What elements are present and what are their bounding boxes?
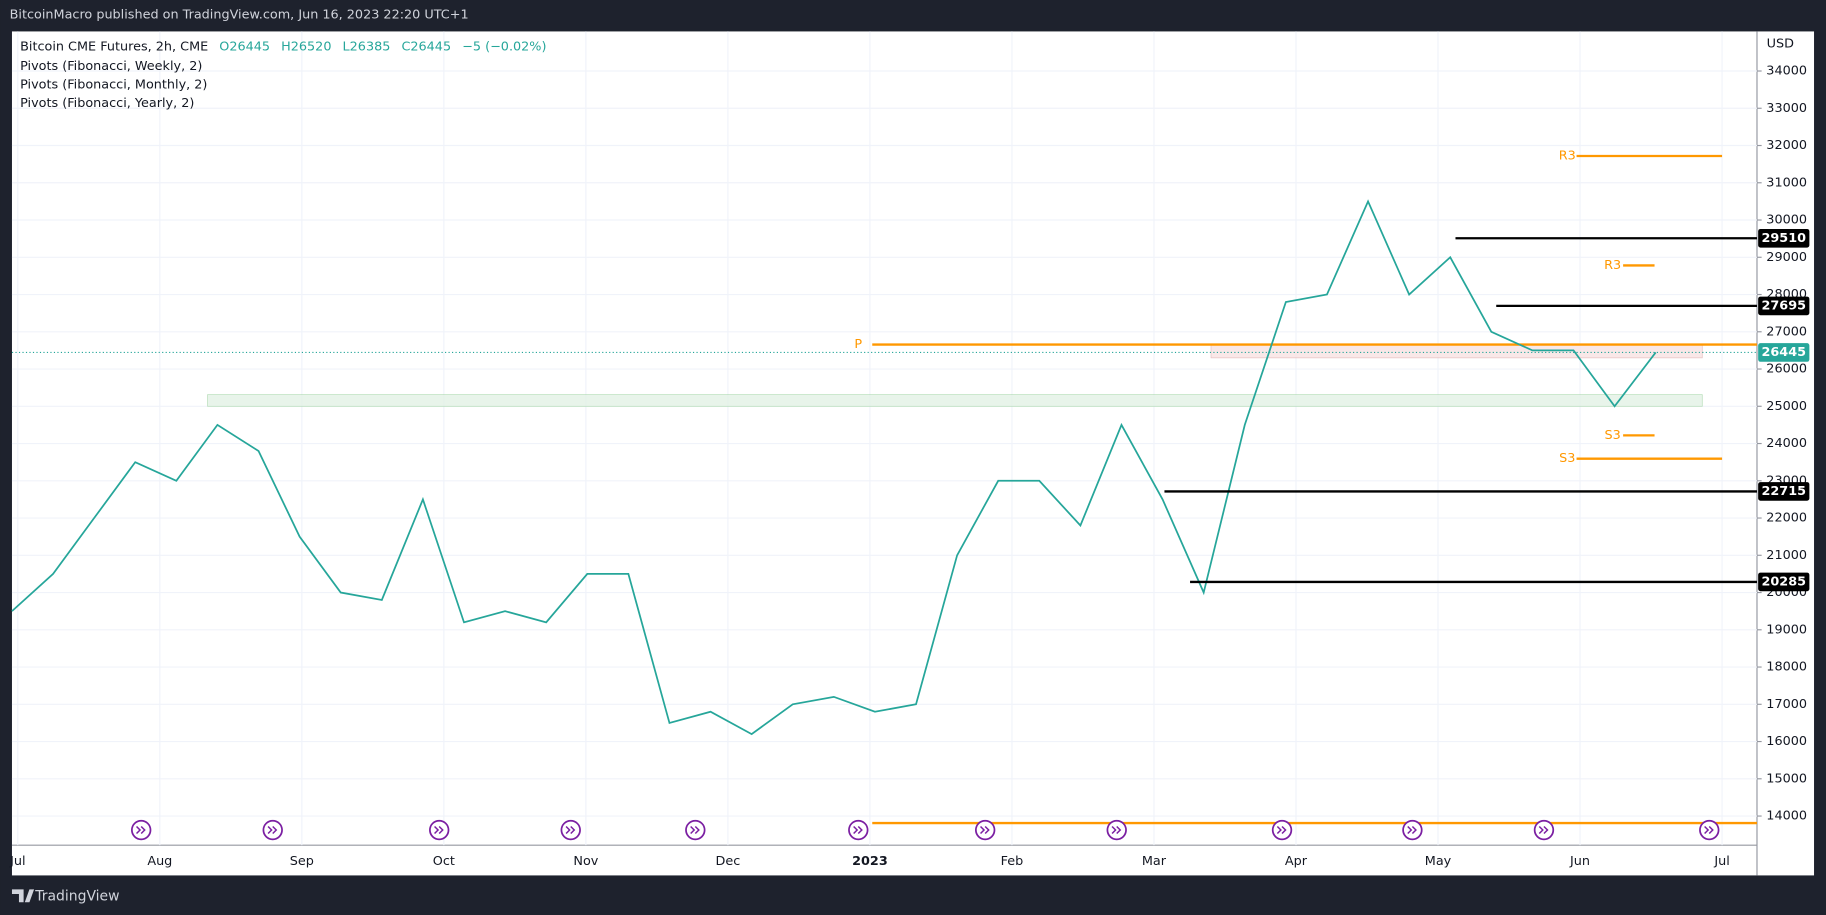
currency: USD bbox=[1767, 37, 1794, 52]
event-arrow bbox=[1704, 825, 1714, 835]
level-tag bbox=[1758, 228, 1810, 248]
y-tick-label: 16000 bbox=[1766, 734, 1807, 749]
close: C26445 bbox=[401, 39, 451, 54]
event-arrow bbox=[1276, 825, 1287, 835]
event-arrow bbox=[979, 825, 990, 835]
event-icon bbox=[1699, 819, 1720, 841]
y-tick-label: 14000 bbox=[1766, 809, 1807, 824]
event-icon bbox=[1106, 819, 1127, 841]
event-arrow bbox=[434, 825, 444, 835]
y-tick-label: 15000 bbox=[1766, 771, 1807, 786]
high: H26520 bbox=[281, 39, 331, 54]
event-icon bbox=[974, 819, 996, 841]
event-arrow bbox=[1111, 825, 1122, 835]
y-tick-label: 30000 bbox=[1766, 213, 1807, 228]
pivot-label: S3 bbox=[1605, 428, 1621, 443]
x-tick-label: Sep bbox=[290, 854, 314, 869]
brand: TradingView bbox=[34, 888, 119, 904]
y-tick-label: 26000 bbox=[1766, 362, 1807, 377]
x-tick-label: Dec bbox=[716, 854, 741, 869]
x-tick-label: Mar bbox=[1142, 854, 1167, 869]
event-icon bbox=[1533, 819, 1555, 841]
y-tick-label: 24000 bbox=[1766, 436, 1807, 451]
event-arrow bbox=[1407, 825, 1417, 835]
level-tag bbox=[1758, 296, 1810, 316]
y-tick-label: 33000 bbox=[1766, 101, 1807, 116]
price-line bbox=[11, 199, 1657, 736]
level-label: 27695 bbox=[1761, 298, 1806, 313]
y-tick-label: 29000 bbox=[1766, 250, 1807, 265]
indicator-label: Pivots (Fibonacci, Weekly, 2) bbox=[20, 59, 202, 74]
chart-pane bbox=[11, 31, 1815, 876]
y-tick-label: 31000 bbox=[1766, 175, 1807, 190]
x-tick-label: 2023 bbox=[852, 854, 888, 869]
event-arrow bbox=[853, 825, 863, 835]
pivot-label: R3 bbox=[1559, 148, 1576, 163]
indicator-label: Pivots (Fibonacci, Yearly, 2) bbox=[20, 96, 194, 111]
y-tick-label: 22000 bbox=[1766, 511, 1807, 526]
x-tick-label: Jul bbox=[9, 854, 25, 869]
legend-line: Bitcoin CME Futures, 2h, CME O26445 H265… bbox=[20, 39, 546, 54]
y-tick-label: 32000 bbox=[1766, 138, 1807, 153]
event-icon bbox=[1271, 819, 1293, 841]
y-tick-label: 19000 bbox=[1766, 622, 1807, 637]
x-tick-label: Jul bbox=[1713, 854, 1729, 869]
open: O26445 bbox=[219, 39, 270, 54]
event-icon bbox=[685, 819, 706, 841]
event-icon bbox=[1402, 819, 1423, 841]
symbol: Bitcoin CME Futures, 2h, CME bbox=[20, 39, 208, 54]
brand-logo bbox=[11, 889, 35, 903]
zone bbox=[1210, 344, 1703, 359]
x-tick-label: Aug bbox=[147, 854, 172, 869]
x-tick-label: Oct bbox=[433, 854, 455, 869]
event-icon bbox=[560, 819, 581, 841]
pivot-label: P bbox=[854, 337, 862, 352]
published-line: BitcoinMacro published on TradingView.co… bbox=[10, 8, 469, 23]
event-arrow bbox=[267, 825, 278, 835]
event-icon bbox=[429, 819, 450, 841]
x-tick-label: May bbox=[1425, 854, 1452, 869]
event-arrow bbox=[135, 825, 146, 835]
event-icon bbox=[848, 819, 869, 841]
level-tag bbox=[1758, 482, 1810, 501]
y-tick-label: 34000 bbox=[1766, 64, 1807, 79]
event-arrow bbox=[565, 825, 576, 835]
x-tick-label: Apr bbox=[1285, 854, 1308, 869]
y-tick-label: 27000 bbox=[1766, 324, 1807, 339]
y-tick-label: 17000 bbox=[1766, 697, 1807, 712]
level-tag bbox=[1758, 572, 1810, 592]
y-tick-label: 18000 bbox=[1766, 660, 1807, 675]
level-label: 29510 bbox=[1761, 231, 1806, 246]
level-label: 22715 bbox=[1761, 484, 1806, 499]
event-icon bbox=[131, 819, 152, 841]
low: L26385 bbox=[343, 39, 391, 54]
x-tick-label: Jun bbox=[1569, 854, 1590, 869]
change: −5 (−0.02%) bbox=[462, 39, 546, 54]
x-tick-label: Nov bbox=[573, 854, 598, 869]
event-arrow bbox=[1538, 825, 1549, 835]
event-arrow bbox=[690, 825, 700, 835]
event-icon bbox=[262, 819, 283, 841]
pivot-label: S3 bbox=[1559, 451, 1575, 466]
zone bbox=[207, 394, 1703, 407]
y-tick-label: 21000 bbox=[1766, 548, 1807, 563]
level-label: 20285 bbox=[1761, 574, 1806, 589]
y-tick-label: 25000 bbox=[1766, 399, 1807, 414]
last-price-tag bbox=[1758, 343, 1810, 362]
last-price-label: 26445 bbox=[1761, 345, 1806, 360]
x-tick-label: Feb bbox=[1001, 854, 1024, 869]
pivot-label: R3 bbox=[1604, 258, 1621, 273]
indicator-label: Pivots (Fibonacci, Monthly, 2) bbox=[20, 77, 207, 92]
